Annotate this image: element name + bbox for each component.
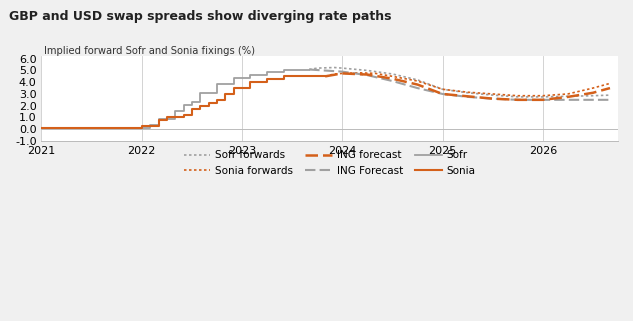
Legend: Sofr forwards, Sonia forwards, ING forecast, ING Forecast, Sofr, Sonia: Sofr forwards, Sonia forwards, ING forec… bbox=[180, 146, 480, 180]
Text: GBP and USD swap spreads show diverging rate paths: GBP and USD swap spreads show diverging … bbox=[9, 10, 392, 22]
Text: Implied forward Sofr and Sonia fixings (%): Implied forward Sofr and Sonia fixings (… bbox=[44, 46, 255, 56]
